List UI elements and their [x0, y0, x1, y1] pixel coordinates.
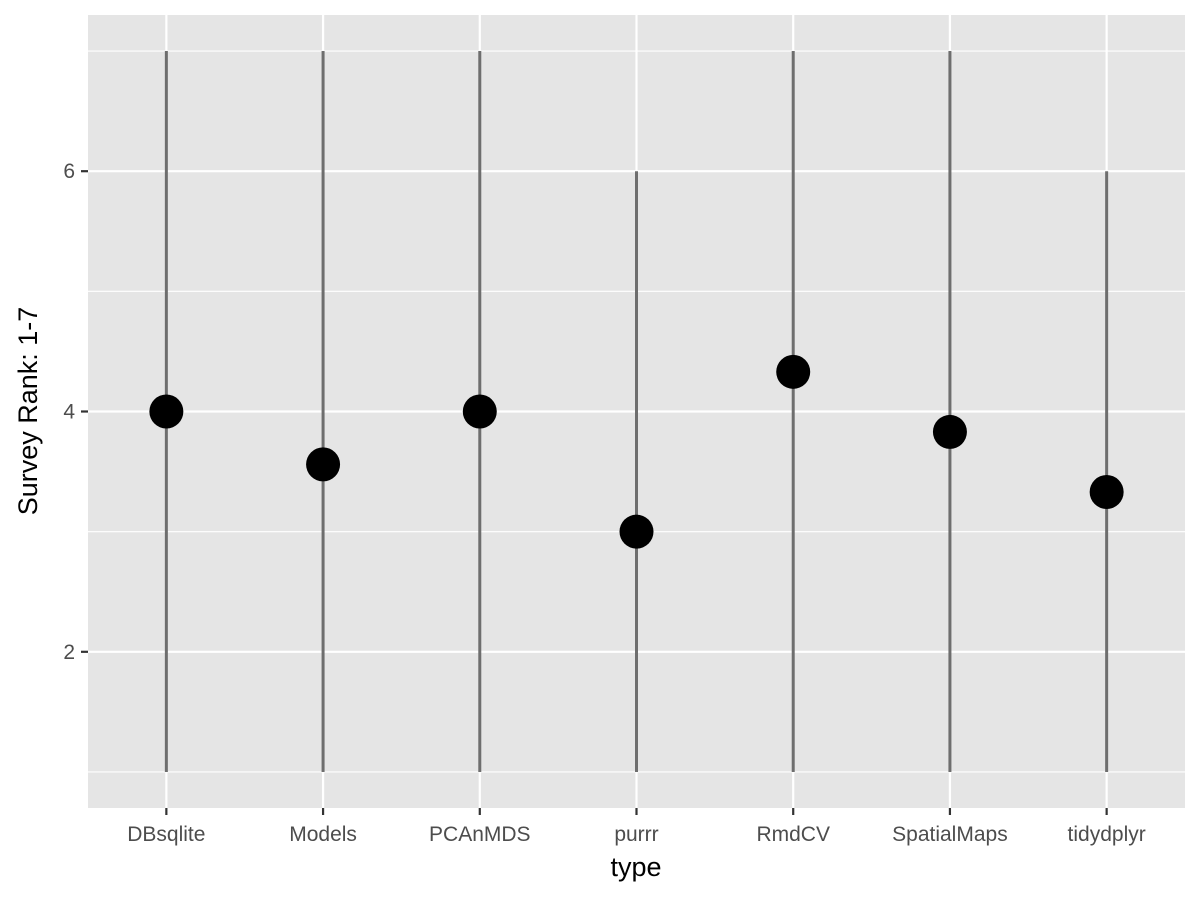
x-tick-label: RmdCV: [756, 823, 830, 846]
x-axis: DBsqlite Models PCAnMDS purrr RmdCV SpatialMa…: [127, 808, 1146, 846]
x-tick-label: Models: [289, 823, 357, 846]
x-tick-label: DBsqlite: [127, 823, 205, 846]
y-tick-label: 4: [63, 401, 75, 424]
point-PCAnMDS: [462, 394, 497, 429]
point-purrr: [619, 514, 654, 549]
y-tick-label: 2: [63, 641, 75, 664]
x-tick-label: SpatialMaps: [892, 823, 1008, 846]
point-SpatialMaps: [932, 414, 967, 449]
point-RmdCV: [776, 354, 811, 389]
x-axis-title: type: [610, 852, 661, 882]
mean-points: [149, 354, 1124, 549]
point-DBsqlite: [149, 394, 184, 429]
point-tidydplyr: [1089, 475, 1124, 510]
point-Models: [306, 447, 341, 482]
y-axis: 2 4 6: [63, 160, 88, 664]
x-tick-label: purrr: [614, 823, 658, 846]
y-axis-title: Survey Rank: 1-7: [13, 307, 43, 516]
y-tick-label: 6: [63, 160, 75, 183]
x-tick-label: PCAnMDS: [429, 823, 531, 846]
x-tick-label: tidydplyr: [1068, 823, 1146, 846]
